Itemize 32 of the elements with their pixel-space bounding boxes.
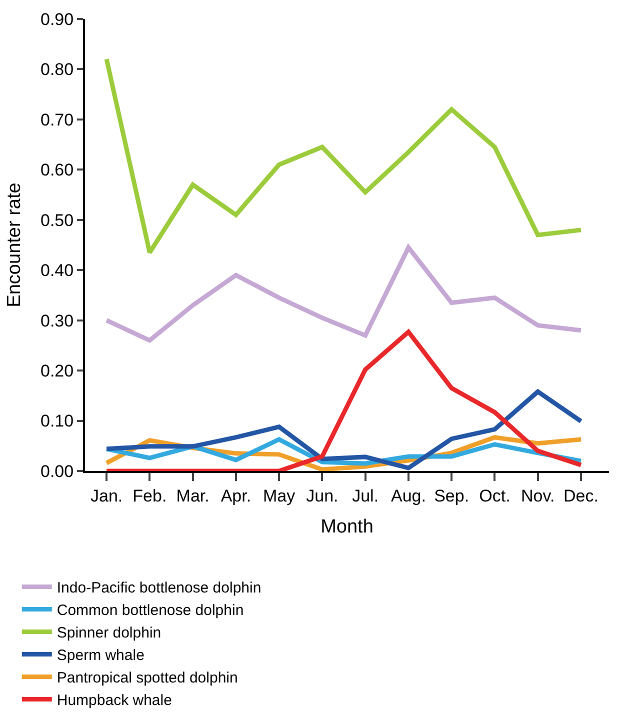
y-tick-label: 0.90 (40, 10, 74, 29)
y-tick-label: 0.00 (40, 462, 74, 481)
x-axis-title: Month (320, 516, 374, 538)
x-tick-label: Oct. (479, 486, 510, 506)
x-tick-label: Dec. (563, 486, 598, 506)
x-tick-label: Jan. (90, 486, 123, 506)
y-tick-label: 0.60 (40, 160, 74, 180)
y-tick-label: 0.10 (40, 412, 74, 431)
legend-label: Spinner dolphin (56, 624, 162, 642)
line-series (104, 389, 584, 470)
y-tick-label: 0.50 (40, 210, 74, 230)
x-tick-label: Aug. (390, 486, 426, 506)
legend-label: Pantropical spotted dolphin (56, 670, 238, 687)
line-series (104, 56, 584, 255)
y-axis-title: Encounter rate (4, 182, 25, 308)
legend-label: Sperm whale (56, 647, 144, 664)
legend-label: Humpback whale (56, 692, 172, 710)
x-tick-label: Sep. (434, 486, 470, 506)
y-tick-label: 0.30 (40, 311, 74, 330)
x-tick-label: Feb. (132, 486, 167, 506)
y-tick-label: 0.70 (40, 110, 74, 130)
legend-label: Indo-Pacific bottlenose dolphin (56, 580, 262, 597)
x-tick-label: Apr. (220, 486, 252, 506)
y-tick-label: 0.80 (40, 60, 74, 80)
x-tick-label: Jul. (352, 486, 379, 506)
x-tick-label: Jun. (306, 486, 338, 506)
y-tick-label: 0.20 (40, 362, 74, 381)
x-tick-label: Mar. (176, 486, 210, 506)
x-tick-label: May (263, 486, 296, 506)
legend-label: Common bottlenose dolphin (56, 602, 244, 620)
y-tick-label: 0.40 (40, 261, 74, 280)
x-tick-label: Nov. (520, 486, 555, 506)
